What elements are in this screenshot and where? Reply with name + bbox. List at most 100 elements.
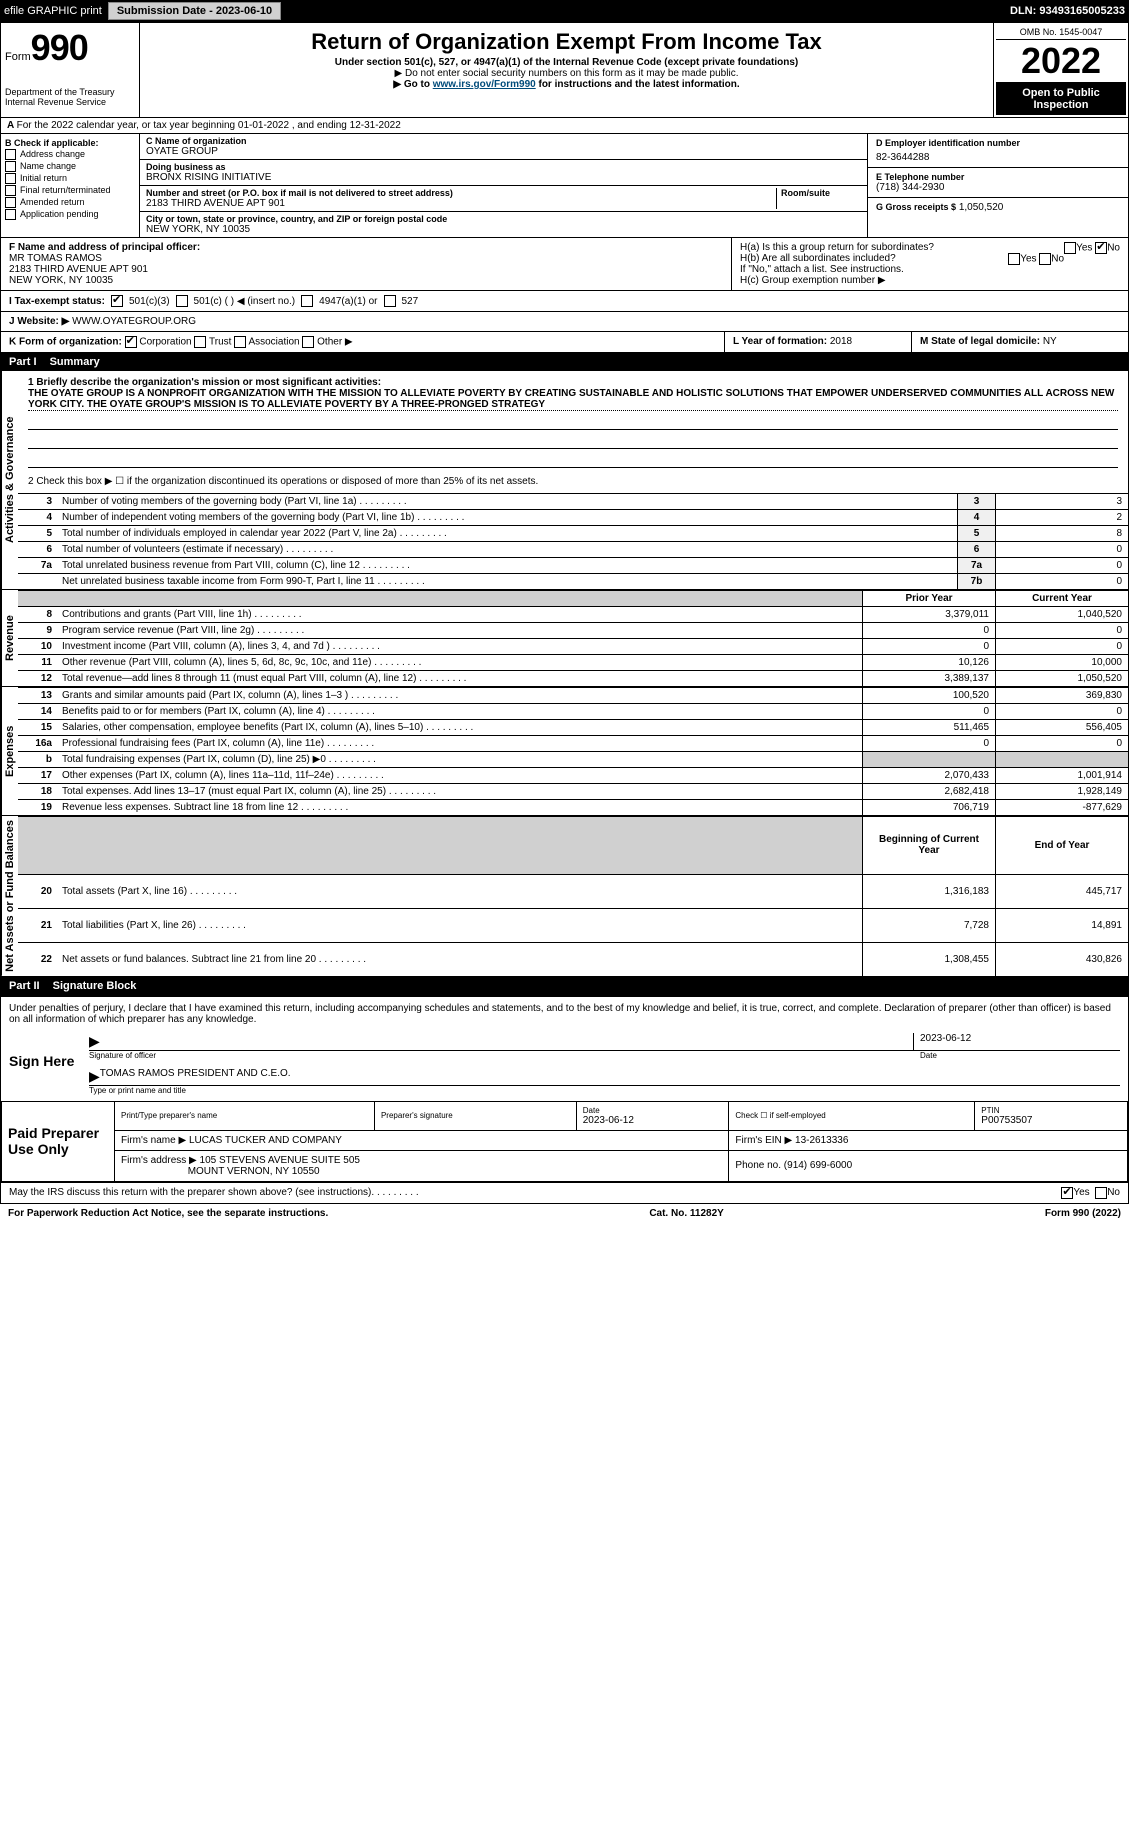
revenue-table: Prior YearCurrent Year8Contributions and… <box>18 590 1128 686</box>
form-note1: ▶ Do not enter social security numbers o… <box>146 68 987 79</box>
tax-status-row: I Tax-exempt status: 501(c)(3) 501(c) ( … <box>1 291 1128 312</box>
cb-final-return[interactable]: Final return/terminated <box>5 185 135 196</box>
part1-title: Summary <box>50 356 100 368</box>
line-2-text: 2 Check this box ▶ ☐ if the organization… <box>28 476 1118 487</box>
dln-label: DLN: 93493165005233 <box>1010 5 1125 17</box>
m-cell: M State of legal domicile: NY <box>912 332 1128 352</box>
cb-application-pending[interactable]: Application pending <box>5 209 135 220</box>
cb-association[interactable] <box>234 336 246 348</box>
netassets-sidetab: Net Assets or Fund Balances <box>1 816 18 976</box>
officer-label: F Name and address of principal officer: <box>9 242 723 253</box>
officer-addr2: NEW YORK, NY 10035 <box>9 275 723 286</box>
ha-no-checkbox[interactable] <box>1095 242 1107 254</box>
form-header: Form990 Department of the Treasury Inter… <box>1 23 1128 118</box>
mission-label: 1 Briefly describe the organization's mi… <box>28 377 1118 388</box>
website-row: J Website: ▶ WWW.OYATEGROUP.ORG <box>1 312 1128 332</box>
title-cell: Return of Organization Exempt From Incom… <box>140 23 993 117</box>
room-label: Room/suite <box>781 188 861 198</box>
cb-name-change[interactable]: Name change <box>5 161 135 172</box>
cb-other[interactable] <box>302 336 314 348</box>
sign-here-label: Sign Here <box>9 1033 89 1095</box>
firm-ein-cell: Firm's EIN ▶ 13-2613336 <box>729 1130 1128 1150</box>
line-a: A For the 2022 calendar year, or tax yea… <box>1 118 1128 134</box>
cb-4947[interactable] <box>301 295 313 307</box>
cb-corporation[interactable] <box>125 336 137 348</box>
dept-label: Department of the Treasury <box>5 87 135 97</box>
fh-row: F Name and address of principal officer:… <box>1 238 1128 291</box>
dots <box>371 1187 1061 1199</box>
officer-cell: F Name and address of principal officer:… <box>1 238 731 290</box>
officer-print-name: TOMAS RAMOS PRESIDENT AND C.E.O. <box>100 1068 291 1085</box>
k-cell: K Form of organization: Corporation Trus… <box>1 332 725 352</box>
officer-name: MR TOMAS RAMOS <box>9 253 723 264</box>
perjury-text: Under penalties of perjury, I declare th… <box>9 1003 1120 1025</box>
gross-value: 1,050,520 <box>959 202 1004 213</box>
hb-no-checkbox[interactable] <box>1039 253 1051 265</box>
mission-text: THE OYATE GROUP IS A NONPROFIT ORGANIZAT… <box>28 388 1118 411</box>
table-row: 22Net assets or fund balances. Subtract … <box>18 943 1128 976</box>
cb-527[interactable] <box>384 295 396 307</box>
signature-sublabels: Signature of officer Date <box>89 1051 1120 1060</box>
cb-trust[interactable] <box>194 336 206 348</box>
public-inspection-badge: Open to Public Inspection <box>996 83 1126 115</box>
street-label: Number and street (or P.O. box if mail i… <box>146 188 776 198</box>
phone-value: (718) 344-2930 <box>876 182 1120 193</box>
table-row: 21Total liabilities (Part X, line 26)7,7… <box>18 908 1128 942</box>
footer: For Paperwork Reduction Act Notice, see … <box>0 1204 1129 1223</box>
footer-right: Form 990 (2022) <box>1045 1208 1121 1219</box>
l-cell: L Year of formation: 2018 <box>725 332 912 352</box>
street-cell: Number and street (or P.O. box if mail i… <box>140 186 867 212</box>
cb-address-change[interactable]: Address change <box>5 149 135 160</box>
dba-value: BRONX RISING INITIATIVE <box>146 172 861 183</box>
table-row: 3Number of voting members of the governi… <box>18 494 1128 510</box>
signature-line: ▶ 2023-06-12 <box>89 1033 1120 1051</box>
topbar: efile GRAPHIC print Submission Date - 20… <box>0 0 1129 22</box>
irs-label: Internal Revenue Service <box>5 97 135 107</box>
table-row: 8Contributions and grants (Part VIII, li… <box>18 607 1128 623</box>
sign-date: 2023-06-12 <box>913 1033 1120 1050</box>
prep-name-cell: Print/Type preparer's name <box>115 1101 375 1130</box>
date-sub-label: Date <box>920 1051 1120 1060</box>
cb-501c3[interactable] <box>111 295 123 307</box>
table-row: 14Benefits paid to or for members (Part … <box>18 704 1128 720</box>
part2-header: Part II Signature Block <box>1 977 1128 995</box>
h-c-row: H(c) Group exemption number ▶ <box>740 275 1120 286</box>
discuss-no-checkbox[interactable] <box>1095 1187 1107 1199</box>
prep-date-cell: Date2023-06-12 <box>576 1101 729 1130</box>
omb-number: OMB No. 1545-0047 <box>996 25 1126 40</box>
website-label: J Website: ▶ <box>9 316 69 327</box>
instructions-link[interactable]: www.irs.gov/Form990 <box>433 79 536 90</box>
expenses-table: 13Grants and similar amounts paid (Part … <box>18 687 1128 815</box>
table-row: 5Total number of individuals employed in… <box>18 526 1128 542</box>
table-row: 13Grants and similar amounts paid (Part … <box>18 688 1128 704</box>
dba-label: Doing business as <box>146 162 861 172</box>
cb-initial-return[interactable]: Initial return <box>5 173 135 184</box>
governance-table: 3Number of voting members of the governi… <box>18 493 1128 589</box>
table-row: 20Total assets (Part X, line 16)1,316,18… <box>18 874 1128 908</box>
ha-yes-checkbox[interactable] <box>1064 242 1076 254</box>
submission-date-button[interactable]: Submission Date - 2023-06-10 <box>108 2 281 20</box>
k-label: K Form of organization: <box>9 337 122 348</box>
table-row: 9Program service revenue (Part VIII, lin… <box>18 623 1128 639</box>
table-row: Net unrelated business taxable income fr… <box>18 574 1128 590</box>
org-name-label: C Name of organization <box>146 136 861 146</box>
mission-area: 1 Briefly describe the organization's mi… <box>18 371 1128 493</box>
table-header-row: Prior YearCurrent Year <box>18 591 1128 607</box>
signature-block: Under penalties of perjury, I declare th… <box>1 995 1128 1101</box>
hb-yes-checkbox[interactable] <box>1008 253 1020 265</box>
b-column: B Check if applicable: Address change Na… <box>1 134 140 237</box>
city-label: City or town, state or province, country… <box>146 214 861 224</box>
line-a-text: For the 2022 calendar year, or tax year … <box>17 120 401 131</box>
discuss-yes-checkbox[interactable] <box>1061 1187 1073 1199</box>
ein-value: 82-3644288 <box>876 152 1120 163</box>
cb-amended[interactable]: Amended return <box>5 197 135 208</box>
cb-501c[interactable] <box>176 295 188 307</box>
bcde-block: B Check if applicable: Address change Na… <box>1 134 1128 238</box>
table-row: 17Other expenses (Part IX, column (A), l… <box>18 768 1128 784</box>
name-line: ▶ TOMAS RAMOS PRESIDENT AND C.E.O. <box>89 1068 1120 1086</box>
part1-tab: Part I <box>9 356 47 368</box>
sign-here-row: Sign Here ▶ 2023-06-12 Signature of offi… <box>9 1033 1120 1095</box>
h-b-row: H(b) Are all subordinates included? Yes … <box>740 253 1120 264</box>
tax-year: 2022 <box>996 40 1126 83</box>
dba-cell: Doing business as BRONX RISING INITIATIV… <box>140 160 867 186</box>
